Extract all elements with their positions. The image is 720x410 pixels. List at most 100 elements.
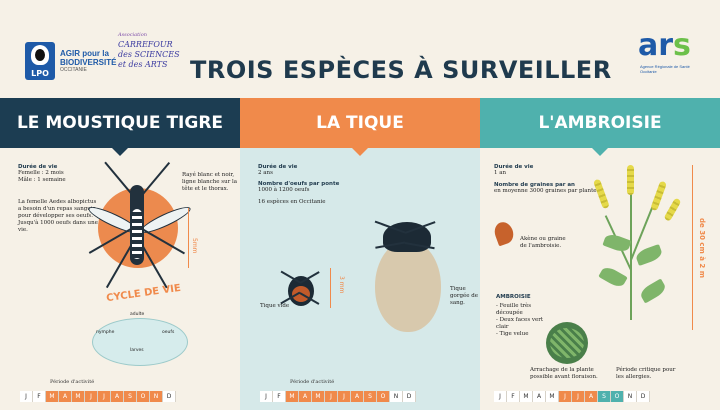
- cycle-nymphe: nymphe: [96, 330, 115, 335]
- tique-title: LA TIQUE: [316, 113, 404, 133]
- tique-gorgee: Tique gorgée de sang.: [450, 286, 479, 306]
- month-cell: M: [72, 391, 85, 402]
- ambroisie-info: Durée de vie 1 an Nombre de graines par …: [494, 164, 604, 195]
- carrefour-assoc: Association: [118, 32, 147, 38]
- moustique-duree: Durée de vie Femelle : 2 mois Mâle : 1 s…: [18, 164, 98, 184]
- month-cell: A: [351, 391, 364, 402]
- flower-spike: [627, 165, 634, 195]
- agir-region: OCCITANIE: [60, 67, 87, 73]
- month-cell: F: [33, 391, 46, 402]
- ars-subtitle: Agence Régionale de Santé Occitanie: [640, 64, 690, 74]
- month-cell: J: [325, 391, 338, 402]
- moustique-duree-label: Durée de vie: [18, 164, 58, 170]
- ambroisie-periode-critique: Période critique pour les allergies.: [616, 367, 676, 380]
- month-cell: J: [98, 391, 111, 402]
- month-cell: S: [598, 391, 611, 402]
- month-cell: A: [533, 391, 546, 402]
- month-cell: J: [20, 391, 33, 402]
- month-cell: O: [377, 391, 390, 402]
- moustique-size-line: [188, 208, 189, 268]
- month-cell: M: [312, 391, 325, 402]
- band-notch: [592, 148, 608, 156]
- tique-duree-label: Durée de vie: [258, 164, 298, 170]
- mosquito-icon: [130, 185, 144, 265]
- month-cell: S: [364, 391, 377, 402]
- agir-line2: BIODIVERSITÉ: [60, 58, 117, 67]
- moustique-duree-m: Mâle : 1 semaine: [18, 177, 66, 183]
- month-cell: N: [624, 391, 637, 402]
- ambroisie-size-label: de 30 cm à 2 m: [698, 218, 706, 279]
- ambroisie-size-line: [692, 165, 693, 330]
- cycle-diagram: [92, 318, 188, 366]
- moustique-size-label: 5mm: [191, 238, 198, 254]
- ambroisie-feuille: - Feuille très découpée: [496, 303, 532, 316]
- month-cell: M: [520, 391, 533, 402]
- moustique-duree-f: Femelle : 2 mois: [18, 170, 64, 176]
- moustique-band: LE MOUSTIQUE TIGRE: [0, 98, 240, 156]
- band-notch: [352, 148, 368, 156]
- ambroisie-duree-value: 1 an: [494, 170, 507, 176]
- plant-stem: [630, 180, 632, 320]
- tique-especes: 16 espèces en Occitanie: [258, 199, 326, 205]
- month-cell: J: [559, 391, 572, 402]
- tique-oeufs-value: 1000 à 1200 oeufs: [258, 187, 310, 193]
- tick-engorged-icon: [375, 240, 441, 332]
- ambroisie-tige: - Tige velue: [496, 331, 529, 337]
- header: LPO AGIR pour la BIODIVERSITÉ OCCITANIE …: [0, 0, 720, 98]
- month-cell: J: [260, 391, 273, 402]
- month-cell: F: [507, 391, 520, 402]
- tique-size-label: 3 mm: [338, 276, 345, 294]
- carrefour-sciences-logo[interactable]: Association CARREFOUR des SCIENCES et de…: [118, 30, 188, 70]
- moustique-rayures: Rayé blanc et noir, ligne blanche sur la…: [182, 172, 238, 192]
- tique-duree-value: 2 ans: [258, 170, 273, 176]
- page-title: TROIS ESPÈCES À SURVEILLER: [190, 56, 612, 84]
- month-cell: J: [85, 391, 98, 402]
- tique-periode: Période d'activité: [290, 379, 335, 385]
- month-cell: S: [124, 391, 137, 402]
- ars-logo[interactable]: ars: [638, 30, 691, 62]
- ars-logo-a: ar: [638, 28, 674, 63]
- cycle-adulte: adulte: [130, 312, 145, 317]
- tique-band: LA TIQUE: [240, 98, 480, 156]
- month-cell: O: [611, 391, 624, 402]
- agir-biodiversite-logo[interactable]: AGIR pour la BIODIVERSITÉ OCCITANIE: [60, 49, 116, 73]
- band-notch: [112, 148, 128, 156]
- tique-oeufs-label: Nombre d'oeufs par ponte: [258, 181, 340, 187]
- lpo-logo-text: LPO: [31, 69, 49, 78]
- month-cell: A: [299, 391, 312, 402]
- ambroisie-duree-label: Durée de vie: [494, 164, 534, 170]
- lpo-logo[interactable]: LPO: [25, 42, 55, 80]
- month-cell: F: [273, 391, 286, 402]
- ambroisie-graines-value: en moyenne 3000 graines par plante: [494, 188, 597, 194]
- carrefour-name: CARREFOUR des SCIENCES et des ARTS: [118, 40, 180, 69]
- ars-logo-s: s: [673, 28, 691, 63]
- ambroisie-label: AMBROISIE: [496, 294, 531, 300]
- tique-panel: LA TIQUE: [240, 98, 480, 410]
- month-cell: J: [494, 391, 507, 402]
- month-cell: O: [137, 391, 150, 402]
- month-cell: A: [111, 391, 124, 402]
- month-cell: N: [390, 391, 403, 402]
- month-cell: D: [403, 391, 416, 402]
- cycle-oeufs: oeufs: [162, 330, 175, 335]
- ambroisie-title: L'AMBROISIE: [538, 113, 662, 133]
- moustique-periode: Période d'activité: [50, 379, 95, 385]
- ambroisie-akene: Akène ou graine de l'ambroisie.: [520, 236, 566, 249]
- moustique-title: LE MOUSTIQUE TIGRE: [16, 113, 224, 133]
- tique-size-line: [330, 268, 331, 308]
- month-cell: N: [150, 391, 163, 402]
- puffin-icon: [31, 45, 49, 65]
- month-cell: D: [637, 391, 650, 402]
- month-cell: J: [338, 391, 351, 402]
- month-cell: D: [163, 391, 176, 402]
- leaf-closeup-icon: [546, 322, 588, 364]
- month-cell: A: [59, 391, 72, 402]
- moustique-description: La femelle Aedes albopictus a besoin d'u…: [18, 199, 98, 233]
- ambroisie-graines-label: Nombre de graines par an: [494, 182, 575, 188]
- month-cell: A: [585, 391, 598, 402]
- cycle-larves: larves: [130, 348, 144, 353]
- ambroisie-arrachage: Arrachage de la plante possible avant fl…: [530, 367, 598, 380]
